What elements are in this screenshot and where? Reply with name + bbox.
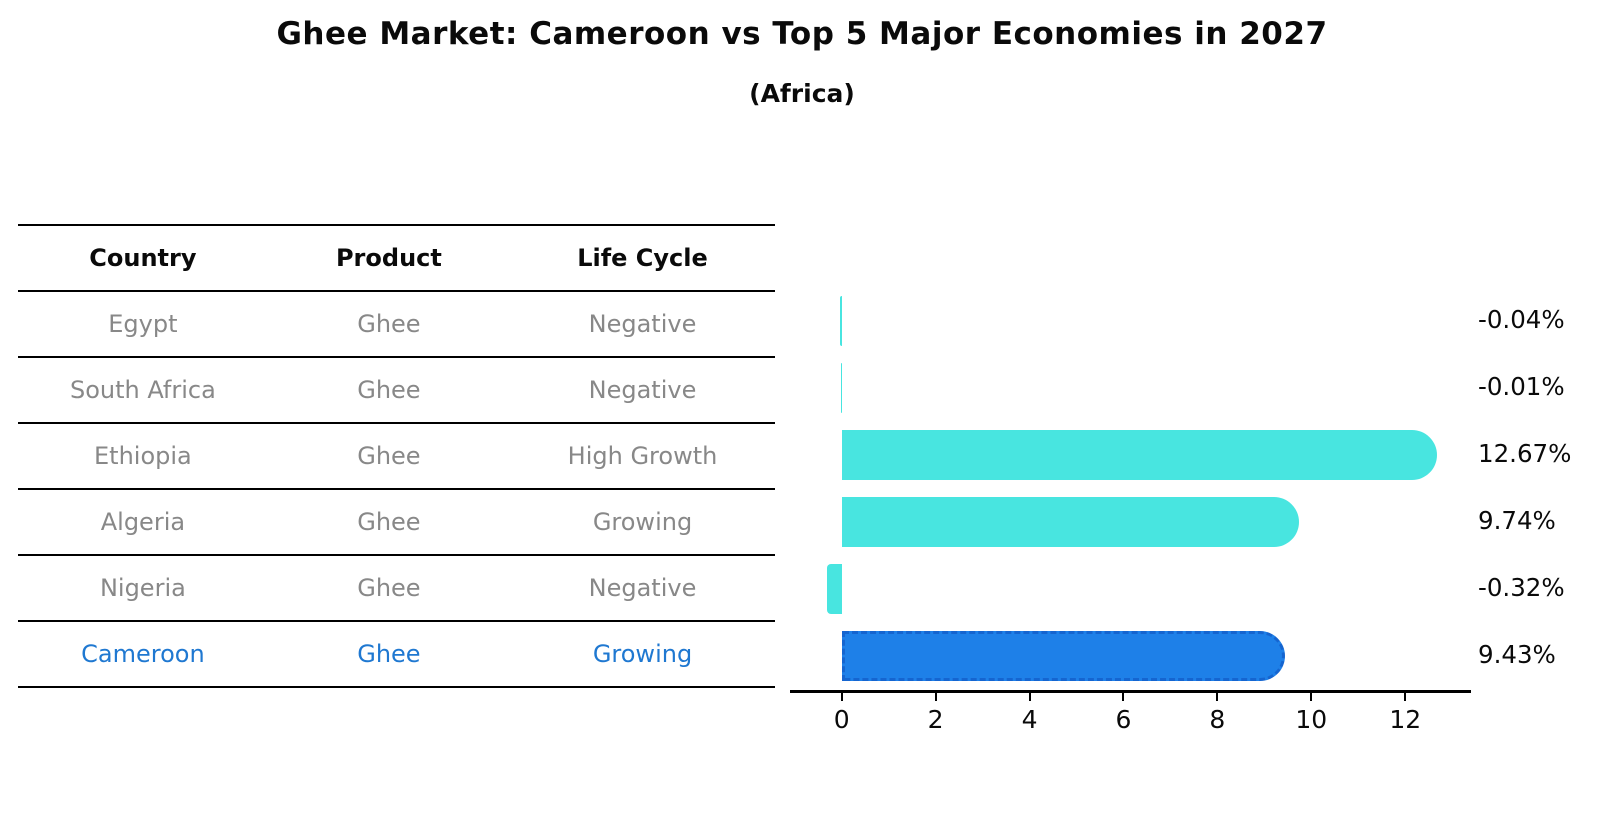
value-label-ethiopia: 12.67%	[1478, 438, 1572, 468]
bar-row-algeria	[790, 489, 1471, 556]
x-axis-tick-label: 12	[1389, 705, 1422, 734]
value-label-cameroon: 9.43%	[1478, 640, 1556, 670]
x-axis-tick	[1122, 690, 1125, 701]
bar-egypt	[839, 295, 842, 346]
table-row-ethiopia: Ethiopia Ghee High Growth	[18, 424, 775, 490]
chart-subtitle: (Africa)	[749, 79, 855, 108]
x-axis-tick	[1028, 690, 1031, 701]
life-cycle-cell: Growing	[592, 508, 693, 536]
x-axis-tick-label: 8	[1209, 705, 1226, 734]
bar-cameroon	[841, 631, 1285, 682]
x-axis-tick	[1216, 690, 1219, 701]
x-axis-tick	[1404, 690, 1407, 701]
value-label-algeria: 9.74%	[1478, 506, 1556, 536]
bar-row-egypt	[790, 287, 1471, 354]
table-row-nigeria: Nigeria Ghee Negative	[18, 556, 775, 622]
value-label-egypt: -0.04%	[1478, 304, 1565, 334]
life-cycle-cell: Negative	[588, 310, 697, 338]
table-row-cameroon: Cameroon Ghee Growing	[18, 622, 775, 688]
country-cell: Ethiopia	[94, 442, 192, 470]
table-row-south-africa: South Africa Ghee Negative	[18, 358, 775, 424]
product-cell: Ghee	[357, 574, 421, 602]
bar-south-africa	[841, 362, 842, 413]
life-cycle-cell: High Growth	[567, 442, 718, 470]
product-cell: Ghee	[357, 376, 421, 404]
x-axis-tick-label: 2	[927, 705, 944, 734]
x-axis-tick-label: 6	[1115, 705, 1132, 734]
country-cell: Egypt	[108, 310, 178, 338]
country-cell: Algeria	[100, 508, 186, 536]
country-cell: Nigeria	[99, 574, 186, 602]
x-axis-tick	[1310, 690, 1313, 701]
x-axis-tick-label: 4	[1021, 705, 1038, 734]
product-cell: Ghee	[357, 508, 421, 536]
table-header-row: Country Product Life Cycle	[18, 226, 775, 292]
bar-nigeria	[826, 564, 842, 615]
product-cell: Ghee	[357, 310, 421, 338]
chart-title: Ghee Market: Cameroon vs Top 5 Major Eco…	[276, 16, 1328, 52]
bar-ethiopia	[841, 429, 1437, 480]
product-cell: Ghee	[357, 442, 421, 470]
x-axis-tick-label: 0	[833, 705, 850, 734]
table-row-algeria: Algeria Ghee Growing	[18, 490, 775, 556]
life-cycle-cell: Negative	[588, 376, 697, 404]
x-axis-tick	[934, 690, 937, 701]
column-header-life-cycle: Life Cycle	[577, 244, 708, 272]
x-axis-tick	[840, 690, 843, 701]
country-cell: South Africa	[69, 376, 216, 404]
life-cycle-cell: Growing	[592, 640, 693, 668]
value-label-south-africa: -0.01%	[1478, 371, 1565, 401]
bar-row-ethiopia	[790, 421, 1471, 488]
table-row-egypt: Egypt Ghee Negative	[18, 292, 775, 358]
bar-row-south-africa	[790, 354, 1471, 421]
product-cell: Ghee	[357, 640, 421, 668]
bar-plot-area: 0 2 4 6 8 10 12	[790, 287, 1471, 734]
country-cell: Cameroon	[81, 640, 205, 668]
column-header-product: Product	[335, 244, 442, 272]
bar-row-nigeria	[790, 556, 1471, 623]
column-header-country: Country	[89, 244, 197, 272]
life-cycle-cell: Negative	[588, 574, 697, 602]
value-label-nigeria: -0.32%	[1478, 573, 1565, 603]
country-table: Country Product Life Cycle Egypt Ghee Nega…	[18, 224, 775, 688]
bar-row-cameroon	[790, 623, 1471, 690]
bar-algeria	[841, 497, 1300, 548]
x-axis-tick-label: 10	[1295, 705, 1328, 734]
